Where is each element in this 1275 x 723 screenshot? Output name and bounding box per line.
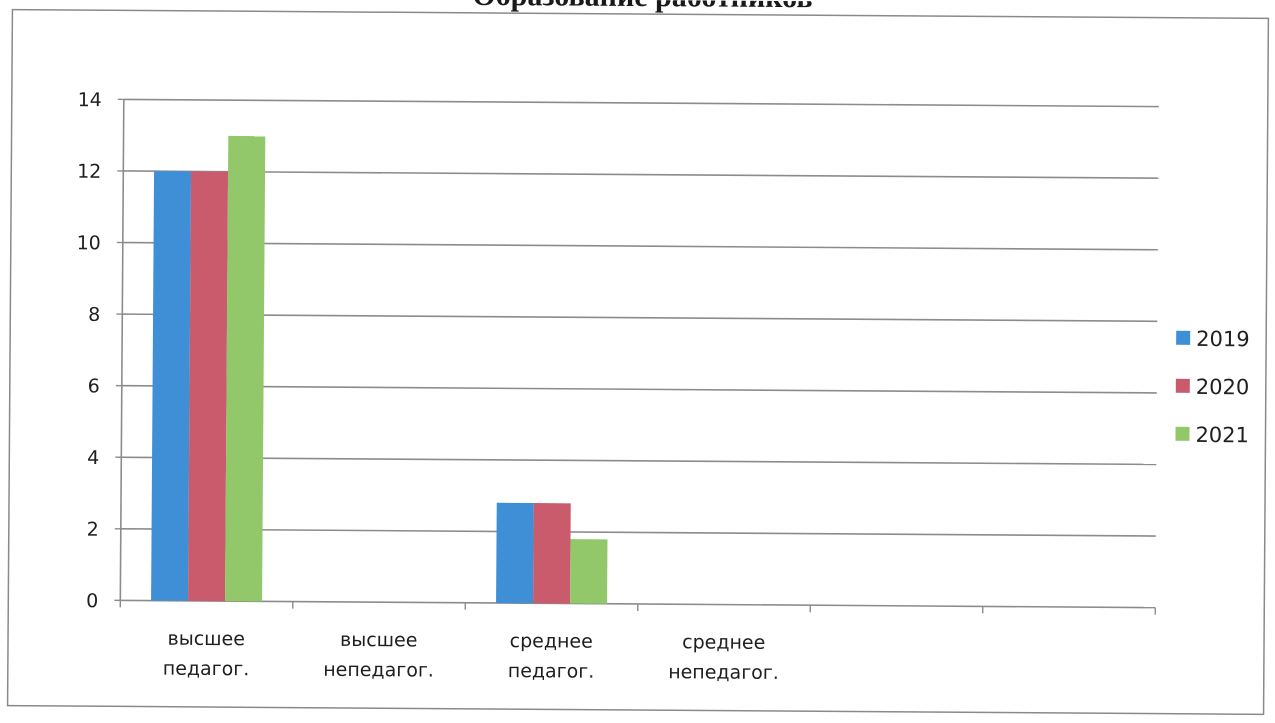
x-category-label: среднее bbox=[510, 630, 593, 653]
gridline bbox=[121, 456, 1157, 466]
y-tick-label: 12 bbox=[77, 161, 101, 183]
bar-2021 bbox=[570, 539, 608, 604]
x-category-label: педагог. bbox=[163, 658, 250, 681]
x-category-label: среднее bbox=[682, 631, 765, 654]
bar-2020 bbox=[533, 503, 571, 604]
gridlines bbox=[120, 98, 1159, 537]
legend-swatch bbox=[1175, 378, 1190, 393]
x-category-label: высшее bbox=[340, 629, 418, 652]
axes bbox=[114, 98, 1156, 615]
y-tick-label: 0 bbox=[86, 590, 98, 612]
gridline bbox=[123, 170, 1159, 179]
legend-swatch bbox=[1176, 330, 1191, 345]
chart-border bbox=[6, 8, 1270, 716]
x-category-label: непедагог. bbox=[323, 659, 434, 682]
x-category-labels: высшее педагог. высшее непедагог. среднее пед… bbox=[163, 628, 779, 684]
y-tick-labels: 0 2 4 6 8 10 12 14 bbox=[77, 89, 102, 612]
gridline bbox=[121, 384, 1157, 394]
legend: 2019 2020 2021 bbox=[1175, 327, 1250, 447]
y-tick-label: 14 bbox=[78, 89, 102, 111]
gridline bbox=[122, 241, 1158, 251]
gridline bbox=[123, 98, 1159, 108]
legend-label: 2019 bbox=[1196, 327, 1250, 351]
legend-label: 2021 bbox=[1195, 423, 1249, 447]
bars bbox=[151, 135, 608, 604]
y-tick-label: 10 bbox=[77, 232, 101, 254]
y-axis bbox=[119, 99, 125, 601]
bar-2021 bbox=[225, 135, 266, 602]
y-tick-label: 4 bbox=[87, 447, 99, 469]
gridline bbox=[120, 528, 1156, 537]
y-tick-label: 2 bbox=[87, 519, 99, 541]
bar-2019 bbox=[496, 502, 534, 604]
y-tick-label: 6 bbox=[88, 375, 100, 397]
y-tick-label: 8 bbox=[88, 304, 100, 326]
x-category-label: педагог. bbox=[508, 660, 595, 683]
bar-2019 bbox=[151, 171, 192, 601]
legend-swatch bbox=[1175, 426, 1190, 441]
x-category-label: непедагог. bbox=[668, 661, 779, 684]
x-category-label: высшее bbox=[168, 628, 246, 651]
legend-label: 2020 bbox=[1196, 375, 1250, 399]
gridline bbox=[122, 313, 1158, 323]
chart-title: Образование работников bbox=[472, 0, 813, 14]
bar-2020 bbox=[188, 171, 229, 602]
